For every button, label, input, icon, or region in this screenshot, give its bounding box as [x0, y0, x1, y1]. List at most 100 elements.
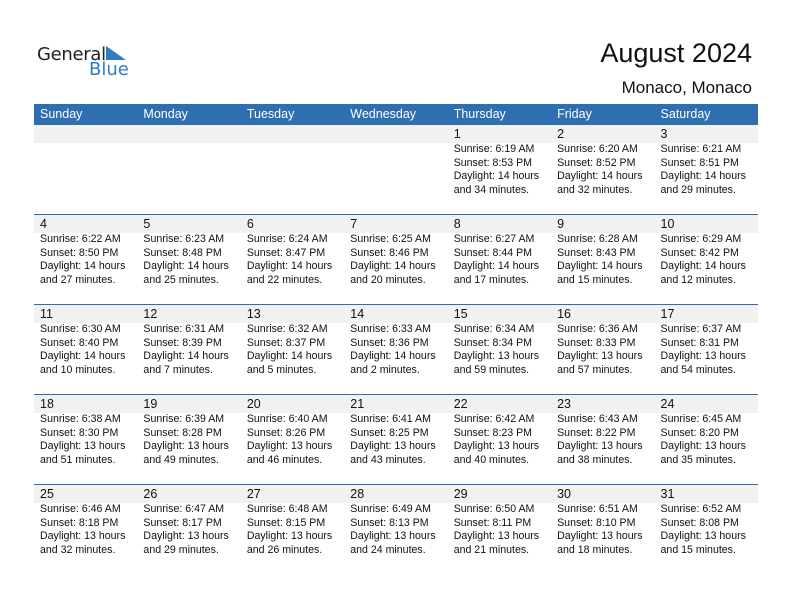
weekday-sunday: Sunday — [40, 107, 83, 121]
day-number: 3 — [660, 127, 668, 141]
sunset-text: Sunset: 8:30 PM — [40, 426, 119, 439]
daylight-text: Daylight: 14 hours — [40, 350, 126, 362]
page-title: August 2024 — [600, 38, 752, 68]
weekday-saturday: Saturday — [660, 107, 711, 121]
minutes-text: and 59 minutes. — [453, 363, 530, 376]
date-band — [137, 215, 241, 233]
date-band — [344, 215, 448, 233]
minutes-text: and 21 minutes. — [453, 543, 530, 556]
daylight-text: Daylight: 13 hours — [246, 530, 333, 542]
sunset-text: Sunset: 8:20 PM — [660, 426, 739, 439]
day-cell: 18 Sunrise: 6:38 AM Sunset: 8:30 PM Dayligh… — [34, 395, 138, 485]
minutes-text: and 5 minutes. — [246, 363, 317, 376]
day-number: 27 — [246, 487, 261, 501]
day-number: 17 — [660, 307, 675, 321]
sunrise-text: Sunrise: 6:40 AM — [246, 413, 328, 425]
day-number: 29 — [453, 487, 468, 501]
sun-info: Sunrise: 6:19 AM Sunset: 8:53 PM Daylight:… — [454, 143, 539, 197]
date-band — [551, 125, 655, 143]
minutes-text: and 18 minutes. — [557, 543, 633, 556]
minutes-text: and 15 minutes. — [557, 273, 633, 286]
sun-info: Sunrise: 6:40 AM Sunset: 8:26 PM Daylight:… — [247, 413, 332, 467]
sunset-text: Sunset: 8:48 PM — [143, 246, 222, 259]
date-band — [654, 485, 758, 503]
weekday-wednesday: Wednesday — [350, 107, 417, 121]
weekday-friday: Friday — [557, 107, 592, 121]
daylight-text: Daylight: 14 hours — [557, 260, 643, 272]
date-band — [240, 395, 345, 413]
daylight-text: Daylight: 13 hours — [143, 440, 229, 452]
day-cell: 4 Sunrise: 6:22 AM Sunset: 8:50 PM Daylight… — [34, 215, 138, 305]
sunset-text: Sunset: 8:25 PM — [350, 426, 429, 439]
sunrise-text: Sunrise: 6:20 AM — [557, 143, 638, 155]
date-band — [654, 305, 758, 323]
sun-info: Sunrise: 6:20 AM Sunset: 8:52 PM Daylight:… — [557, 143, 642, 197]
daylight-text: Daylight: 14 hours — [350, 260, 436, 272]
sun-info: Sunrise: 6:49 AM Sunset: 8:13 PM Daylight:… — [350, 503, 435, 557]
sun-info: Sunrise: 6:27 AM Sunset: 8:44 PM Daylight:… — [454, 233, 539, 287]
sun-info: Sunrise: 6:41 AM Sunset: 8:25 PM Daylight:… — [350, 413, 435, 467]
sunrise-text: Sunrise: 6:23 AM — [143, 233, 225, 245]
minutes-text: and 38 minutes. — [557, 453, 633, 466]
day-cell: 31 Sunrise: 6:52 AM Sunset: 8:08 PM Dayligh… — [654, 485, 758, 575]
sun-info: Sunrise: 6:25 AM Sunset: 8:46 PM Daylight:… — [350, 233, 435, 287]
week-row: 1 Sunrise: 6:19 AM Sunset: 8:53 PM Daylight… — [34, 125, 758, 215]
minutes-text: and 32 minutes. — [557, 183, 633, 196]
day-cell: 22 Sunrise: 6:42 AM Sunset: 8:23 PM Dayligh… — [447, 395, 552, 485]
daylight-text: Daylight: 13 hours — [660, 530, 746, 542]
sunrise-text: Sunrise: 6:29 AM — [660, 233, 742, 245]
location: Monaco, Monaco — [621, 78, 752, 97]
sunrise-text: Sunrise: 6:48 AM — [246, 503, 328, 515]
sunset-text: Sunset: 8:50 PM — [40, 246, 119, 259]
minutes-text: and 22 minutes. — [246, 273, 323, 286]
day-number: 9 — [557, 217, 565, 231]
sunset-text: Sunset: 8:26 PM — [246, 426, 326, 439]
date-band — [551, 305, 655, 323]
daylight-text: Daylight: 14 hours — [453, 170, 540, 182]
date-band — [447, 125, 552, 143]
day-cell: 6 Sunrise: 6:24 AM Sunset: 8:47 PM Daylight… — [240, 215, 345, 305]
sunset-text: Sunset: 8:28 PM — [143, 426, 222, 439]
date-band — [447, 305, 552, 323]
day-cell: 12 Sunrise: 6:31 AM Sunset: 8:39 PM Dayligh… — [137, 305, 241, 395]
week-row: 18 Sunrise: 6:38 AM Sunset: 8:30 PM Dayligh… — [34, 394, 758, 485]
day-number: 5 — [143, 217, 151, 231]
day-number: 18 — [40, 397, 54, 411]
daylight-text: Daylight: 13 hours — [350, 530, 436, 542]
sunrise-text: Sunrise: 6:43 AM — [557, 413, 638, 425]
date-band — [240, 305, 345, 323]
minutes-text: and 27 minutes. — [40, 273, 116, 286]
day-cell: 9 Sunrise: 6:28 AM Sunset: 8:43 PM Daylight… — [551, 215, 655, 305]
sun-info: Sunrise: 6:43 AM Sunset: 8:22 PM Daylight:… — [557, 413, 642, 467]
sunset-text: Sunset: 8:53 PM — [453, 156, 533, 169]
sun-info: Sunrise: 6:50 AM Sunset: 8:11 PM Daylight:… — [454, 503, 539, 557]
sun-info: Sunrise: 6:28 AM Sunset: 8:43 PM Daylight:… — [557, 233, 642, 287]
sun-info: Sunrise: 6:51 AM Sunset: 8:10 PM Daylight:… — [557, 503, 642, 557]
sunrise-text: Sunrise: 6:28 AM — [557, 233, 638, 245]
sunrise-text: Sunrise: 6:46 AM — [40, 503, 121, 515]
minutes-text: and 46 minutes. — [246, 453, 323, 466]
sunrise-text: Sunrise: 6:30 AM — [40, 323, 121, 335]
day-number: 1 — [453, 127, 461, 141]
daylight-text: Daylight: 14 hours — [143, 260, 229, 272]
daylight-text: Daylight: 14 hours — [350, 350, 436, 362]
sun-info: Sunrise: 6:29 AM Sunset: 8:42 PM Daylight:… — [661, 233, 746, 287]
minutes-text: and 26 minutes. — [246, 543, 323, 556]
day-cell: 26 Sunrise: 6:47 AM Sunset: 8:17 PM Dayligh… — [137, 485, 241, 575]
day-cell: 11 Sunrise: 6:30 AM Sunset: 8:40 PM Dayligh… — [34, 305, 138, 395]
sunrise-text: Sunrise: 6:39 AM — [143, 413, 225, 425]
day-cell: 23 Sunrise: 6:43 AM Sunset: 8:22 PM Dayligh… — [551, 395, 655, 485]
weekday-monday: Monday — [143, 107, 188, 121]
day-number: 13 — [246, 307, 261, 321]
sunrise-text: Sunrise: 6:51 AM — [557, 503, 638, 515]
daylight-text: Daylight: 14 hours — [246, 350, 333, 362]
sun-info: Sunrise: 6:52 AM Sunset: 8:08 PM Daylight:… — [661, 503, 746, 557]
date-band — [551, 395, 655, 413]
day-cell: 10 Sunrise: 6:29 AM Sunset: 8:42 PM Dayligh… — [654, 215, 758, 305]
day-number: 10 — [660, 217, 675, 231]
daylight-text: Daylight: 14 hours — [557, 170, 643, 182]
day-number: 8 — [453, 217, 461, 231]
day-cell: 27 Sunrise: 6:48 AM Sunset: 8:15 PM Dayligh… — [240, 485, 345, 575]
daylight-text: Daylight: 13 hours — [660, 440, 746, 452]
date-band — [137, 485, 241, 503]
